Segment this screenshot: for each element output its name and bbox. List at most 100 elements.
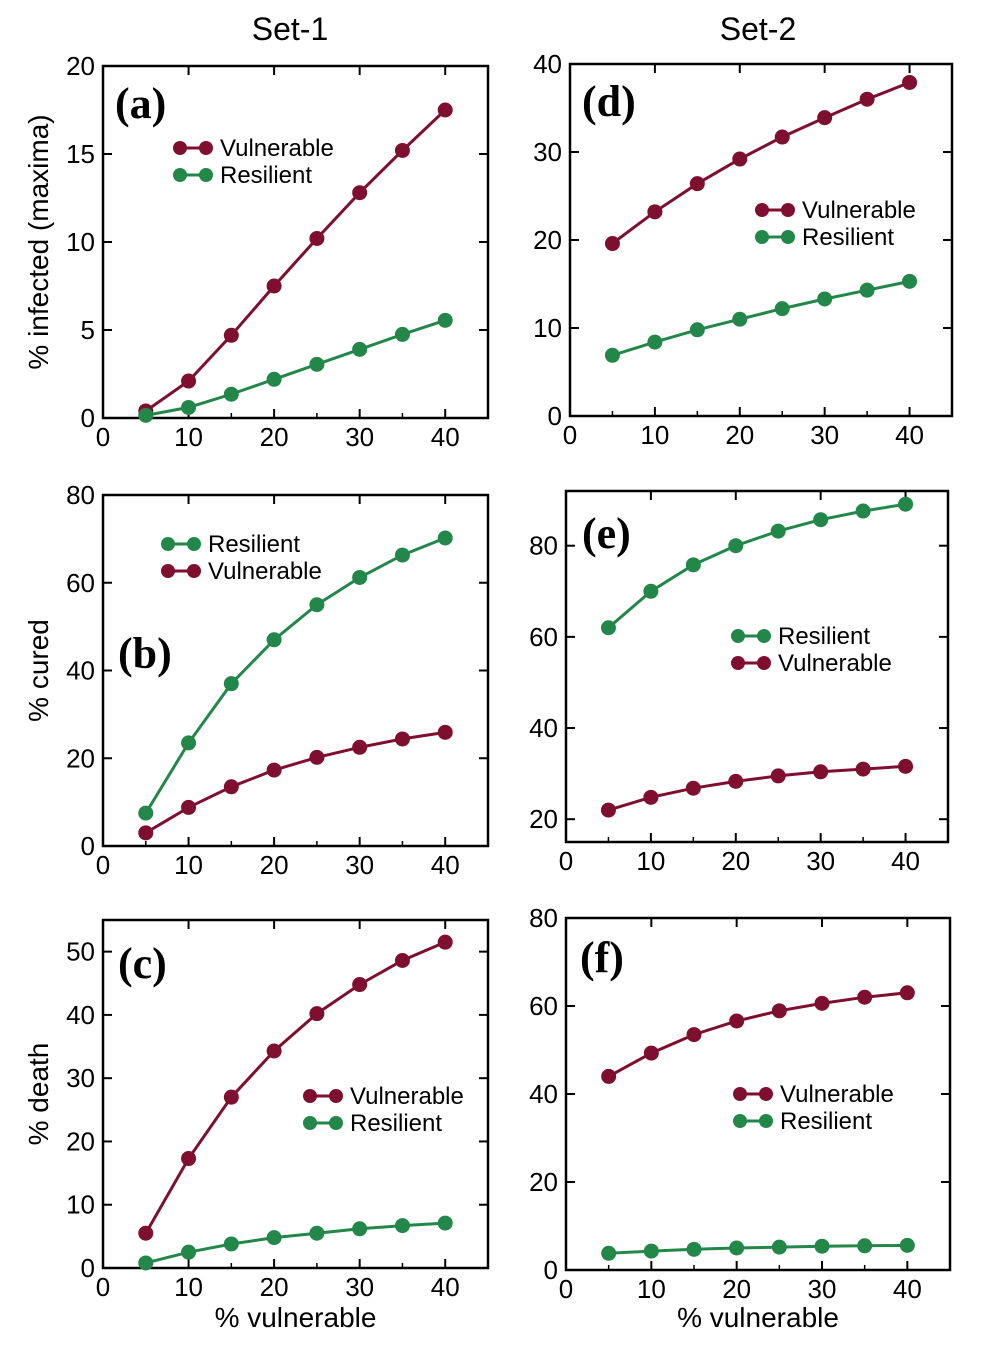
panel-b-x-tick-label: 0	[96, 850, 110, 880]
panel-f-series-vulnerable-point	[686, 1027, 702, 1043]
panel-d-series-resilient-point	[902, 273, 918, 289]
panel-b-legend-resilient-label: Resilient	[208, 531, 300, 558]
panel-c-series-vulnerable-point	[138, 1225, 154, 1241]
panel-f-x-tick-label: 20	[722, 1274, 751, 1304]
panel-d-legend-vulnerable-marker	[781, 203, 795, 217]
panel-a-series-vulnerable-point	[181, 373, 197, 389]
panel-c-y-tick-label: 30	[66, 1063, 95, 1093]
panel-b-series-vulnerable-point	[437, 724, 453, 740]
panel-d-series-vulnerable-line	[611, 81, 911, 245]
panel-c: 0 10 20 30 40 0 10 20 30 40 50 % death % vulnerable (…	[23, 918, 490, 1333]
panel-b-legend-vulnerable-marker	[161, 564, 175, 578]
panel-d-legend-resilient-marker	[781, 230, 795, 244]
panel-a-x-tick-label: 30	[345, 422, 374, 452]
panel-d-letter: (d)	[582, 77, 636, 126]
panel-e-series-resilient-point	[600, 620, 616, 636]
panel-a-series-vulnerable-point	[309, 230, 325, 246]
panel-f-series-resilient-point	[729, 1240, 745, 1256]
panel-e-y-tick-label: 60	[529, 622, 558, 652]
panel-d-y-tick-label: 40	[533, 49, 562, 79]
panel-f-series-resilient-point	[814, 1238, 830, 1254]
panel-c-y-tick-label: 20	[66, 1126, 95, 1156]
panel-f-x-axis-label: % vulnerable	[677, 1302, 839, 1333]
panel-d-y-tick-label: 0	[548, 401, 562, 431]
panel-b-series-resilient-point	[437, 530, 453, 546]
panel-b-y-axis-label: % cured	[23, 619, 54, 722]
panel-d-series-vulnerable-point	[859, 91, 875, 107]
panel-d-series-vulnerable-point	[732, 151, 748, 167]
panel-f-y-tick-label: 60	[529, 991, 558, 1021]
panel-d-series-vulnerable-point	[817, 110, 833, 126]
panel-a-series-vulnerable-line	[144, 108, 447, 413]
panel-a-x-tick-label: 20	[260, 422, 289, 452]
panel-e-series-vulnerable-point	[685, 780, 701, 796]
panel-b-x-tick-label: 20	[260, 850, 289, 880]
panel-b-legend-vulnerable-marker	[187, 564, 201, 578]
panel-d-series-resilient-point	[689, 322, 705, 338]
panel-e-series-vulnerable-point	[770, 768, 786, 784]
panel-a-series-vulnerable-point	[223, 327, 239, 343]
panel-c-legend-vulnerable-label: Vulnerable	[350, 1083, 464, 1110]
panel-e-legend-resilient-marker	[731, 629, 745, 643]
panel-c-legend-resilient-label: Resilient	[350, 1110, 442, 1137]
panel-d-series-resilient-point	[774, 301, 790, 317]
panel-f-series-vulnerable-point	[643, 1045, 659, 1061]
panel-b-x-tick-label: 30	[345, 850, 374, 880]
panel-e-frame	[564, 489, 950, 844]
panel-a-legend-resilient-marker	[199, 168, 213, 182]
panel-d-y-tick-label: 30	[533, 137, 562, 167]
panel-e-series-vulnerable-point	[898, 758, 914, 774]
panel-e-legend-vulnerable-marker	[757, 656, 771, 670]
panel-b-y-tick-label: 20	[66, 743, 95, 773]
panel-f-letter: (f)	[580, 933, 624, 982]
panel-d-legend-resilient-marker	[755, 230, 769, 244]
panel-a-x-tick-label: 10	[174, 422, 203, 452]
panel-b-x-tick-label: 10	[174, 850, 203, 880]
panel-f-legend-resilient-marker	[733, 1114, 747, 1128]
panel-e-series-resilient-point	[728, 538, 744, 554]
panel-a-y-tick-label: 20	[66, 51, 95, 81]
panel-b-series-resilient-point	[138, 805, 154, 821]
panel-b-series-resilient-point	[223, 676, 239, 692]
panel-d-x-tick-label: 20	[725, 420, 754, 450]
panel-b-series-resilient-line	[144, 536, 446, 814]
panel-d-series-resilient-point	[817, 291, 833, 307]
panel-d-series-vulnerable-point	[774, 129, 790, 145]
panel-e-series-resilient-point	[898, 496, 914, 512]
panel-c-series-vulnerable-point	[223, 1089, 239, 1105]
panel-d-x-tick-label: 10	[640, 420, 669, 450]
panel-a-legend-vulnerable-label: Vulnerable	[220, 135, 334, 162]
panel-c-y-tick-label: 10	[66, 1190, 95, 1220]
panel-e-legend-vulnerable-label: Vulnerable	[778, 650, 892, 677]
panel-f-series-resilient-point	[771, 1239, 787, 1255]
panel-d-series-vulnerable-point	[604, 236, 620, 252]
panel-e-legend-resilient-label: Resilient	[778, 623, 870, 650]
panel-f-series-vulnerable-point	[899, 985, 915, 1001]
panel-b-series-vulnerable-point	[223, 779, 239, 795]
panel-d-series-resilient-point	[604, 347, 620, 363]
panel-f-y-tick-label: 80	[529, 903, 558, 933]
panel-a-y-tick-label: 15	[66, 139, 95, 169]
panel-c-series-vulnerable-line	[144, 940, 446, 1234]
panel-e-series-resilient-line	[607, 502, 906, 629]
panel-e-series-resilient-point	[770, 523, 786, 539]
panel-b-series-vulnerable-point	[394, 731, 410, 747]
panel-b-letter: (b)	[118, 629, 172, 678]
panel-c-legend-resilient-marker	[303, 1116, 317, 1130]
panel-b-y-tick-label: 80	[66, 480, 95, 510]
panel-e-x-tick-label: 20	[721, 846, 750, 876]
panel-a-series-resilient-point	[309, 356, 325, 372]
panel-b-y-tick-label: 40	[66, 656, 95, 686]
panel-f-series-vulnerable-line	[607, 991, 908, 1078]
panel-a-series-vulnerable-point	[352, 185, 368, 201]
panel-c-x-tick-label: 0	[96, 1272, 110, 1302]
panel-e-x-tick-label: 30	[806, 846, 835, 876]
panel-d-series-vulnerable-point	[902, 74, 918, 90]
panel-c-series-resilient-point	[394, 1218, 410, 1234]
column-title-set-2: Set-2	[720, 11, 796, 47]
panel-a-y-tick-label: 5	[81, 315, 95, 345]
panel-a-letter: (a)	[115, 79, 166, 128]
panel-f: 0 10 20 30 40 0 20 40 60 80 % vulnerable (f) Vulnera…	[529, 903, 952, 1333]
panel-c-y-tick-label: 50	[66, 937, 95, 967]
